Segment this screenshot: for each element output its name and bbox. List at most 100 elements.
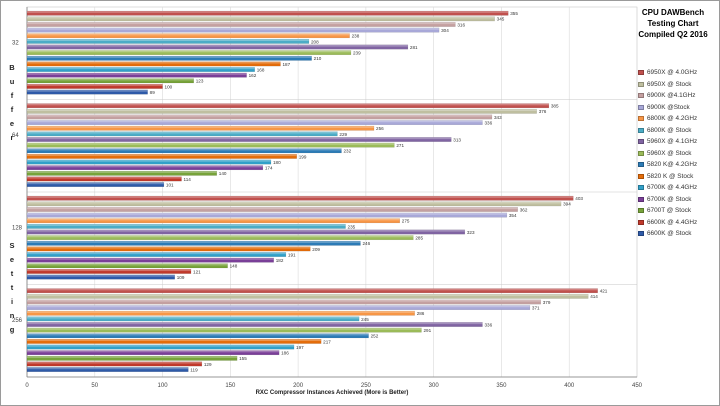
bar-highlight: [27, 56, 312, 58]
x-tick-label: 50: [91, 383, 98, 389]
legend-label: 5960X @ 4.1GHz: [647, 138, 698, 145]
legend: 6950X @ 4.0GHz 6950X @ Stock 6900K @4.1GHz…: [638, 67, 718, 240]
bar-highlight: [27, 257, 274, 260]
bar: [26, 16, 495, 22]
bar-highlight: [27, 61, 281, 64]
x-tick-label: 150: [225, 383, 236, 389]
bar: [26, 120, 483, 125]
bar-highlight: [27, 252, 286, 255]
legend-swatch: [638, 104, 644, 110]
bar-value-label: 114: [184, 177, 192, 182]
y-axis-title-letter: t: [10, 283, 14, 292]
x-axis-title: RXC Compressor Instances Achieved (More …: [256, 390, 409, 396]
legend-item: 6900K @Stock: [638, 102, 718, 114]
category-label: 32: [12, 40, 19, 46]
bar: [26, 38, 310, 44]
legend-swatch: [638, 116, 644, 121]
bar: [26, 350, 280, 356]
bar: [26, 61, 281, 67]
bar-highlight: [27, 16, 495, 19]
bar-highlight: [27, 103, 549, 106]
bar: [26, 252, 287, 257]
legend-label: 6800K @ 4.2GHz: [647, 115, 698, 122]
bar: [26, 67, 255, 72]
legend-item: 6700T @ Stock: [638, 205, 718, 217]
bar-value-label: 101: [166, 182, 174, 187]
bar-value-label: 239: [353, 51, 361, 56]
bar-value-label: 313: [453, 137, 461, 142]
bar-highlight: [27, 299, 541, 302]
bar: [26, 103, 550, 109]
legend-label: 6600K @ Stock: [647, 230, 692, 237]
bar-highlight: [27, 339, 322, 342]
y-axis-title-letter: t: [10, 269, 14, 278]
bar: [26, 339, 322, 344]
bar: [26, 218, 400, 224]
legend-swatch: [638, 81, 644, 87]
bar-value-label: 121: [193, 269, 201, 274]
x-tick-label: 400: [564, 383, 575, 389]
x-tick-label: 250: [361, 383, 372, 389]
legend-item: 5960X @ Stock: [638, 148, 718, 160]
bar-value-label: 286: [417, 311, 425, 316]
bar: [26, 195, 574, 201]
bar-value-label: 362: [520, 207, 528, 212]
legend-label: 6900K @Stock: [647, 103, 690, 111]
bar-value-label: 345: [497, 17, 505, 22]
bar: [26, 240, 361, 246]
bar: [26, 322, 483, 327]
bar-value-label: 316: [457, 22, 465, 27]
bar-value-label: 182: [276, 258, 284, 263]
bar-highlight: [27, 327, 422, 330]
bar-value-label: 343: [494, 115, 502, 120]
bar-highlight: [27, 78, 194, 81]
bar-value-label: 187: [282, 62, 290, 67]
bar-value-label: 232: [343, 149, 351, 154]
legend-swatch: [638, 139, 644, 144]
bar-highlight: [27, 120, 483, 123]
chart-title-line-2: Testing Chart: [647, 19, 699, 28]
bar-value-label: 199: [299, 154, 307, 159]
bar: [26, 78, 194, 84]
bar: [26, 159, 272, 165]
bar-highlight: [27, 218, 400, 221]
bar-highlight: [27, 241, 361, 243]
bar-highlight: [27, 72, 247, 75]
bar: [26, 50, 352, 56]
bar: [26, 229, 466, 235]
bar-value-label: 129: [204, 362, 212, 367]
bar: [26, 114, 493, 120]
bar-highlight: [27, 350, 280, 353]
legend-label: 5820 K @ Stock: [647, 172, 694, 180]
legend-label: 6950X @ 4.0GHz: [647, 69, 698, 76]
bar: [26, 344, 295, 350]
bar-highlight: [27, 361, 202, 364]
bar: [26, 33, 350, 39]
bar: [26, 131, 338, 137]
bar: [26, 182, 165, 187]
bar: [26, 235, 414, 241]
bar-highlight: [27, 305, 530, 308]
bar-value-label: 119: [190, 367, 198, 372]
bar-value-label: 291: [423, 328, 431, 333]
bar: [26, 137, 452, 142]
bar: [26, 299, 541, 305]
x-tick-label: 200: [293, 383, 304, 389]
legend-item: 5820 K @ Stock: [638, 171, 718, 183]
bar-value-label: 229: [339, 132, 347, 137]
legend-label: 6700T @ Stock: [647, 207, 692, 214]
bar: [26, 108, 537, 114]
y-axis-title-letter: g: [9, 325, 15, 334]
legend-item: 6700K @ 4.4GHz: [638, 182, 718, 194]
bar-highlight: [27, 176, 182, 179]
bar-value-label: 256: [376, 126, 384, 131]
bar-value-label: 162: [249, 73, 257, 78]
bar: [26, 176, 182, 182]
legend-item: 6600K @ Stock: [638, 228, 718, 240]
legend-swatch: [638, 196, 644, 202]
bar-highlight: [27, 224, 346, 227]
bar-highlight: [27, 196, 574, 198]
bar-value-label: 186: [281, 351, 289, 356]
bar-highlight: [27, 165, 263, 168]
